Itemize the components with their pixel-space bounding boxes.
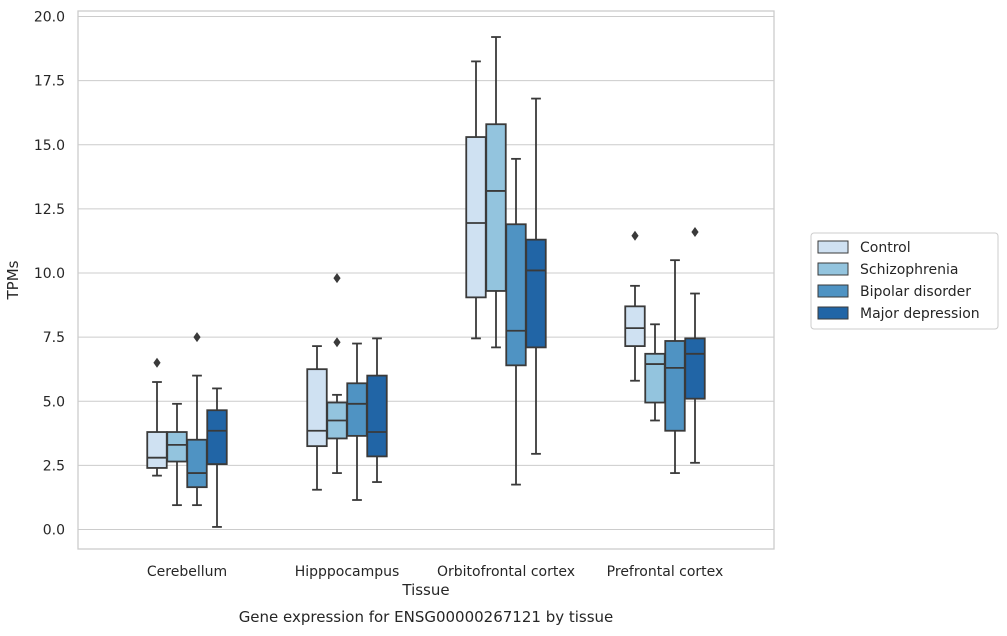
y-tick-label: 17.5 [34,74,65,90]
legend-label: Major depression [860,306,980,322]
y-axis-title: TPMs [4,260,22,300]
legend: Control Schizophrenia Bipolar disorder Majo… [810,232,999,330]
legend-item-major-depression: Major depression [817,306,980,322]
iqr-box [485,123,507,292]
x-tick-label-hipppocampus: Hipppocampus [295,564,400,580]
legend-label: Schizophrenia [860,262,958,278]
outlier-point [193,332,201,343]
box-cerebellum-schizophrenia [166,402,188,507]
y-tick-labels: 0.0 2.5 5.0 7.5 10.0 12.5 15.0 17.5 20.0 [34,10,65,539]
box-hipppocampus-control [306,345,328,491]
y-tick-label: 10.0 [34,266,65,282]
box-orbitofrontal-cortex-control [465,60,487,340]
legend-item-control: Control [817,240,911,256]
iqr-box [306,368,328,448]
iqr-box [465,136,487,299]
y-tick-label: 12.5 [34,202,65,218]
x-tick-label-cerebellum: Cerebellum [147,564,227,580]
legend-label: Control [860,240,911,256]
legend-frame [810,232,999,330]
box-prefrontal-cortex-control [624,230,646,382]
x-tick-labels: Cerebellum Hipppocampus Orbitofrontal cort… [147,564,723,580]
box-orbitofrontal-cortex-schizophrenia [485,36,507,349]
box-group-hipppocampus [306,273,388,501]
chart-title: Gene expression for ENSG00000267121 by t… [239,608,614,626]
box-prefrontal-cortex-bipolar-disorder [664,259,686,474]
legend-swatch [817,262,849,276]
box-cerebellum-major-depression [206,387,228,528]
legend-item-schizophrenia: Schizophrenia [817,262,958,278]
legend-swatch [817,240,849,254]
box-orbitofrontal-cortex-bipolar-disorder [505,157,527,486]
box-prefrontal-cortex-schizophrenia [644,323,666,422]
y-tick-label: 7.5 [43,330,65,346]
box-groups [146,36,706,528]
legend-swatch [817,284,849,298]
outlier-point [153,357,161,368]
outlier-point [631,230,639,241]
y-tick-label: 20.0 [34,10,65,26]
plot-frame [77,10,775,550]
box-prefrontal-cortex-major-depression [684,226,706,464]
box-hipppocampus-major-depression [366,337,388,483]
box-orbitofrontal-cortex-major-depression [525,97,547,455]
legend-item-bipolar-disorder: Bipolar disorder [817,284,971,300]
iqr-box [166,431,188,463]
legend-label: Bipolar disorder [860,284,971,300]
iqr-box [206,409,228,465]
y-tick-label: 5.0 [43,394,65,410]
iqr-box [186,438,208,489]
box-group-orbitofrontal-cortex [465,36,547,486]
x-tick-label-orbitofrontal-cortex: Orbitofrontal cortex [437,564,575,580]
outlier-point [333,337,341,348]
box-group-prefrontal-cortex [624,226,706,474]
iqr-box [146,431,168,469]
outlier-point [691,226,699,237]
y-tick-label: 15.0 [34,138,65,154]
legend-swatch [817,306,849,320]
iqr-box [505,223,527,367]
iqr-box [644,352,666,404]
box-hipppocampus-bipolar-disorder [346,342,368,501]
y-tick-label: 2.5 [43,458,65,474]
iqr-box [366,374,388,458]
box-cerebellum-control [146,357,168,477]
x-axis-title: Tissue [401,581,449,599]
outlier-point [333,273,341,284]
iqr-box [346,382,368,437]
iqr-box [664,340,686,432]
box-hipppocampus-schizophrenia [326,273,348,474]
y-tick-label: 0.0 [43,523,65,539]
iqr-box [525,238,547,349]
iqr-box [684,337,706,400]
iqr-box [624,305,646,348]
box-group-cerebellum [146,332,228,528]
box-cerebellum-bipolar-disorder [186,332,208,507]
x-tick-label-prefrontal-cortex: Prefrontal cortex [607,564,724,580]
